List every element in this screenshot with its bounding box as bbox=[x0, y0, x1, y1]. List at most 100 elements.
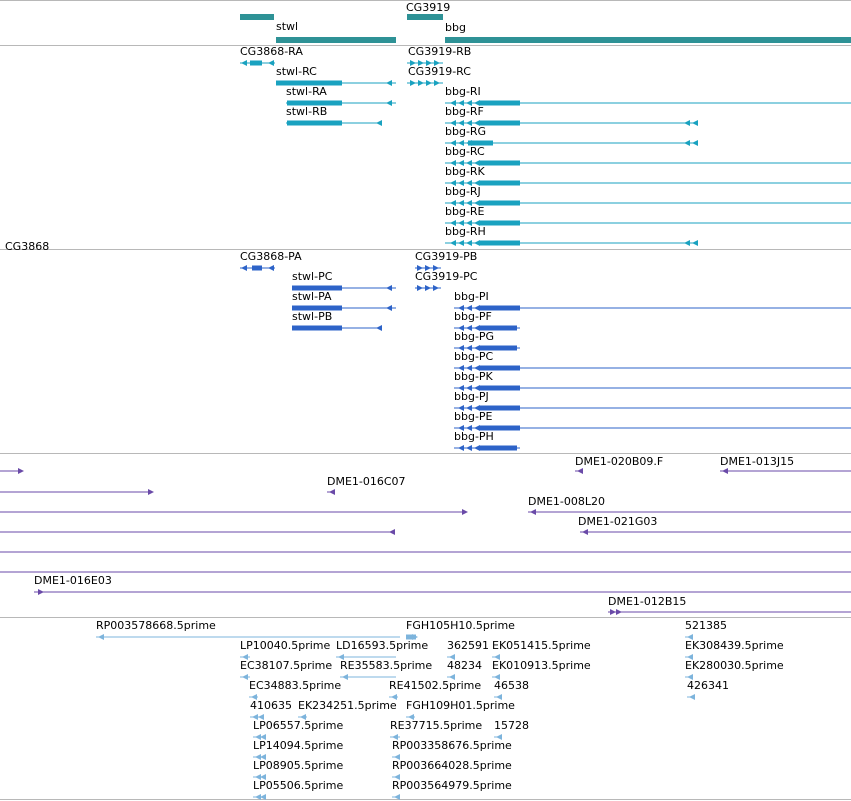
strand-arrow-icon bbox=[530, 509, 536, 515]
strand-arrow-icon bbox=[241, 60, 247, 66]
feature-label-cg3919-pb[interactable]: CG3919-PB bbox=[415, 250, 478, 263]
feature-label-dme1-013j15[interactable]: DME1-013J15 bbox=[720, 455, 795, 468]
feature-label-bbg-rj[interactable]: bbg-RJ bbox=[445, 185, 481, 198]
track-separator bbox=[0, 617, 851, 618]
strand-arrow-icon bbox=[268, 265, 274, 271]
feature-label-cg3919-rc[interactable]: CG3919-RC bbox=[408, 65, 471, 78]
feature-label-15728[interactable]: 15728 bbox=[494, 719, 529, 732]
feature-label-stwl-pb[interactable]: stwl-PB bbox=[292, 310, 333, 323]
strand-arrow-icon bbox=[474, 240, 480, 246]
feature-label-ek234251-5prime[interactable]: EK234251.5prime bbox=[298, 699, 397, 712]
feature-label-lp10040-5prime[interactable]: LP10040.5prime bbox=[240, 639, 331, 652]
feature-label-stwl-pa[interactable]: stwl-PA bbox=[292, 290, 332, 303]
strand-arrow-icon bbox=[386, 80, 392, 86]
feature-label-410635[interactable]: 410635 bbox=[250, 699, 292, 712]
feature-label-dme1-012b15[interactable]: DME1-012B15 bbox=[608, 595, 687, 608]
strand-arrow-icon bbox=[684, 140, 690, 146]
feature-label-dme1-016e03[interactable]: DME1-016E03 bbox=[34, 574, 112, 587]
strand-arrow-icon bbox=[417, 285, 423, 291]
strand-arrow-icon bbox=[433, 285, 439, 291]
feature-label-bbg-pf[interactable]: bbg-PF bbox=[454, 310, 492, 323]
feature-label-ec38107-5prime[interactable]: EC38107.5prime bbox=[240, 659, 333, 672]
feature-label-lp05506-5prime[interactable]: LP05506.5prime bbox=[253, 779, 344, 792]
feature-label-48234[interactable]: 48234 bbox=[447, 659, 482, 672]
strand-arrow-icon bbox=[386, 285, 392, 291]
feature-label-bbg-pg[interactable]: bbg-PG bbox=[454, 330, 495, 343]
strand-arrow-icon bbox=[425, 285, 431, 291]
feature-exon-block bbox=[480, 240, 520, 246]
feature-label-re35583-5prime[interactable]: RE35583.5prime bbox=[340, 659, 433, 672]
feature-label-ec34883-5prime[interactable]: EC34883.5prime bbox=[249, 679, 342, 692]
feature-label-stwl-rb[interactable]: stwl-RB bbox=[286, 105, 328, 118]
feature-label-lp14094-5prime[interactable]: LP14094.5prime bbox=[253, 739, 344, 752]
feature-exon-block bbox=[480, 200, 520, 206]
feature-exon-block bbox=[276, 37, 396, 43]
feature-label-dme1-016c07[interactable]: DME1-016C07 bbox=[327, 475, 406, 488]
feature-label-lp08905-5prime[interactable]: LP08905.5prime bbox=[253, 759, 344, 772]
feature-label-521385[interactable]: 521385 bbox=[685, 619, 727, 632]
strand-arrow-icon bbox=[329, 489, 335, 495]
feature-label-ek280030-5prime[interactable]: EK280030.5prime bbox=[685, 659, 784, 672]
strand-arrow-icon bbox=[148, 489, 154, 495]
feature-label-rp003564979-5prime[interactable]: RP003564979.5prime bbox=[392, 779, 512, 792]
feature-label-ek010913-5prime[interactable]: EK010913.5prime bbox=[492, 659, 591, 672]
feature-label-bbg-pe[interactable]: bbg-PE bbox=[454, 410, 493, 423]
strand-arrow-icon bbox=[474, 445, 480, 451]
feature-label-rp003664028-5prime[interactable]: RP003664028.5prime bbox=[392, 759, 512, 772]
feature-label-cg3919-pc[interactable]: CG3919-PC bbox=[415, 270, 478, 283]
feature-label-dme1-021g03[interactable]: DME1-021G03 bbox=[578, 515, 658, 528]
feature-label-ld16593-5prime[interactable]: LD16593.5prime bbox=[336, 639, 429, 652]
feature-label-dme1-020b09-f[interactable]: DME1-020B09.F bbox=[575, 455, 664, 468]
strand-arrow-icon bbox=[458, 240, 464, 246]
feature-label-cg3919[interactable]: CG3919 bbox=[406, 1, 451, 14]
strand-arrow-icon bbox=[386, 100, 392, 106]
feature-exon-block bbox=[480, 445, 517, 451]
feature-label-46538[interactable]: 46538 bbox=[494, 679, 529, 692]
feature-label-cg3919-rb[interactable]: CG3919-RB bbox=[408, 45, 472, 58]
feature-label-stwl-pc[interactable]: stwl-PC bbox=[292, 270, 333, 283]
feature-label-rp003358676-5prime[interactable]: RP003358676.5prime bbox=[392, 739, 512, 752]
feature-label-bbg-pj[interactable]: bbg-PJ bbox=[454, 390, 489, 403]
feature-label-dme1-008l20[interactable]: DME1-008L20 bbox=[528, 495, 605, 508]
strand-arrow-icon bbox=[426, 80, 432, 86]
feature-label-bbg-pc[interactable]: bbg-PC bbox=[454, 350, 494, 363]
feature-label-stwl-ra[interactable]: stwl-RA bbox=[286, 85, 327, 98]
feature-label-re41502-5prime[interactable]: RE41502.5prime bbox=[389, 679, 482, 692]
feature-label-rp003578668-5prime[interactable]: RP003578668.5prime bbox=[96, 619, 216, 632]
feature-label-bbg-re[interactable]: bbg-RE bbox=[445, 205, 485, 218]
strand-arrow-icon bbox=[268, 60, 274, 66]
strand-arrow-icon bbox=[466, 240, 472, 246]
feature-label-cg3868-ra[interactable]: CG3868-RA bbox=[240, 45, 303, 58]
feature-exon-block bbox=[480, 180, 520, 186]
feature-label-bbg-ri[interactable]: bbg-RI bbox=[445, 85, 481, 98]
strand-arrow-icon bbox=[684, 240, 690, 246]
feature-label-lp06557-5prime[interactable]: LP06557.5prime bbox=[253, 719, 344, 732]
feature-label-362591[interactable]: 362591 bbox=[447, 639, 489, 652]
feature-exon-block bbox=[252, 265, 262, 271]
feature-label-cg3868-pa[interactable]: CG3868-PA bbox=[240, 250, 302, 263]
feature-label-bbg-rh[interactable]: bbg-RH bbox=[445, 225, 486, 238]
feature-label-ek308439-5prime[interactable]: EK308439.5prime bbox=[685, 639, 784, 652]
strand-arrow-icon bbox=[684, 120, 690, 126]
feature-label-bbg-rg[interactable]: bbg-RG bbox=[445, 125, 487, 138]
feature-label-bbg-pk[interactable]: bbg-PK bbox=[454, 370, 493, 383]
feature-label-426341[interactable]: 426341 bbox=[687, 679, 729, 692]
strand-arrow-icon bbox=[582, 529, 588, 535]
feature-label-bbg-pi[interactable]: bbg-PI bbox=[454, 290, 489, 303]
feature-label-bbg-rc[interactable]: bbg-RC bbox=[445, 145, 485, 158]
feature-label-fgh109h01-5prime[interactable]: FGH109H01.5prime bbox=[406, 699, 515, 712]
feature-label-bbg-ph[interactable]: bbg-PH bbox=[454, 430, 494, 443]
feature-label-fgh105h10-5prime[interactable]: FGH105H10.5prime bbox=[406, 619, 515, 632]
feature-label-bbg-rk[interactable]: bbg-RK bbox=[445, 165, 485, 178]
feature-label-ek051415-5prime[interactable]: EK051415.5prime bbox=[492, 639, 591, 652]
feature-exon-block bbox=[445, 37, 851, 43]
feature-label-stwl-rc[interactable]: stwl-RC bbox=[276, 65, 317, 78]
feature-label-bbg-rf[interactable]: bbg-RF bbox=[445, 105, 484, 118]
strand-arrow-icon bbox=[458, 445, 464, 451]
strand-arrow-icon bbox=[462, 509, 468, 515]
feature-label-cg3868[interactable]: CG3868 bbox=[5, 240, 50, 253]
feature-label-bbg[interactable]: bbg bbox=[445, 21, 466, 34]
strand-arrow-icon bbox=[418, 80, 424, 86]
feature-label-stwl[interactable]: stwl bbox=[276, 20, 299, 33]
feature-label-re37715-5prime[interactable]: RE37715.5prime bbox=[390, 719, 483, 732]
